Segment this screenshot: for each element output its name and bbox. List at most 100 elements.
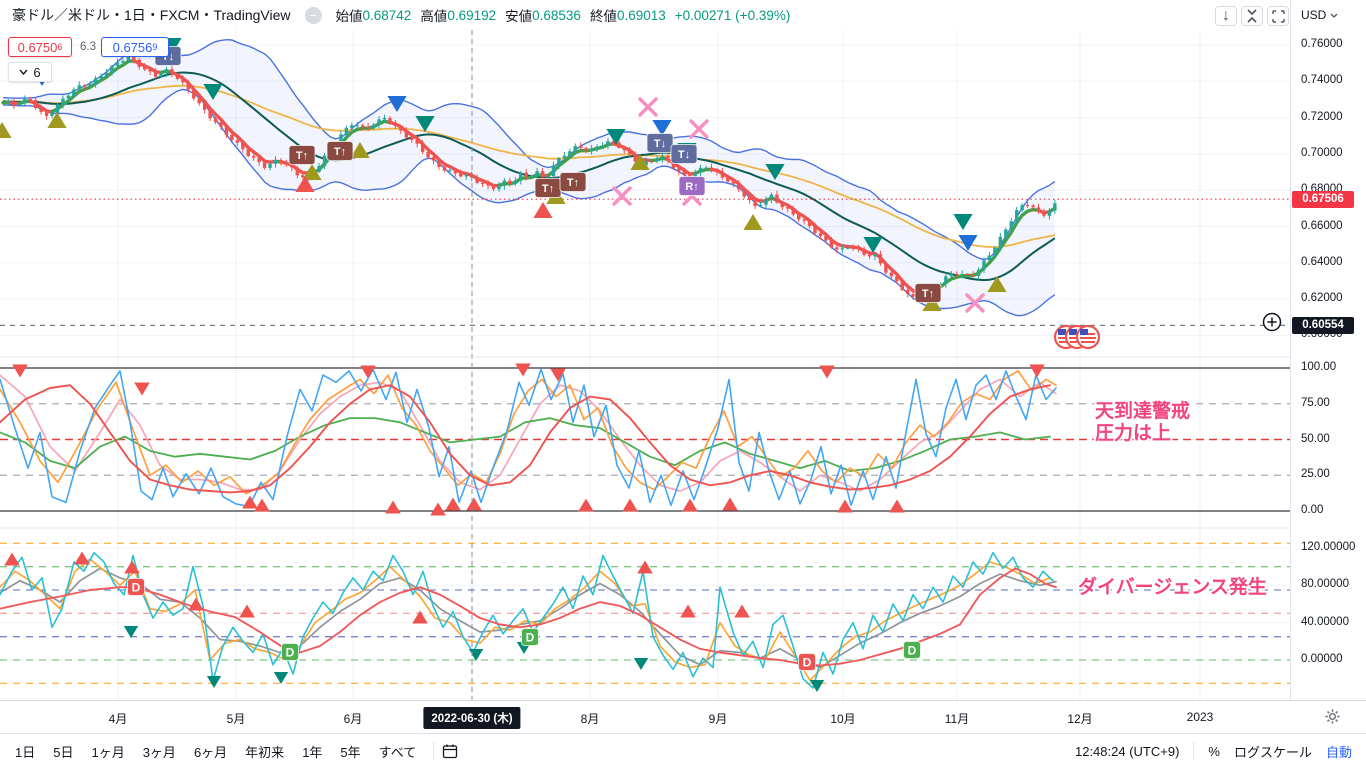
annotation-divergence-text: ダイバージェンス発生 <box>1078 577 1267 598</box>
collapsed-indicators-chip[interactable]: 6 <box>8 62 52 82</box>
annotation-overbought[interactable]: 天到達警戒 圧力は上 <box>1095 401 1190 445</box>
time-tick-label: 11月 <box>944 712 970 726</box>
time-tick-label: 10月 <box>830 712 856 726</box>
range-button-6ヶ月[interactable]: 6ヶ月 <box>193 744 228 760</box>
svg-text:T↑: T↑ <box>542 183 554 195</box>
percent-scale-button[interactable]: % <box>1208 743 1220 759</box>
range-button-5日[interactable]: 5日 <box>53 744 74 760</box>
ohlc-value: 0.69013 <box>616 7 666 23</box>
scroll-down-button[interactable]: ↓ <box>1215 6 1237 26</box>
ohlc-label: 終値 <box>589 9 617 24</box>
time-tick-label: 6月 <box>343 712 363 726</box>
svg-text:D: D <box>132 580 141 594</box>
axis-tick-label: 0.66000 <box>1301 219 1343 232</box>
toolbar-divider <box>433 742 435 760</box>
axis-tick-label: 0.00000 <box>1301 653 1343 665</box>
axis-tick-label: 0.62000 <box>1301 292 1343 305</box>
range-button-3ヶ月[interactable]: 3ヶ月 <box>142 744 176 760</box>
oscillator-pane-layer <box>0 367 1290 512</box>
annotation-divergence[interactable]: ダイバージェンス発生 <box>1078 577 1267 599</box>
collapse-icon <box>1247 9 1257 23</box>
bid-price-chip[interactable]: 0.6750 6 <box>8 37 72 57</box>
time-tick-label: 5月 <box>226 712 246 726</box>
svg-text:T↑: T↑ <box>567 177 579 189</box>
log-scale-button[interactable]: ログスケール <box>1233 744 1312 760</box>
time-scale[interactable]: 4月 5月 6月 8月 9月 10月 11月 12月 2023 2022-06-30 (木) <box>0 700 1366 733</box>
range-button-5年[interactable]: 5年 <box>340 744 361 760</box>
price-scale-currency[interactable]: USD <box>1301 8 1338 22</box>
svg-text:T↓: T↓ <box>678 149 690 161</box>
svg-text:T↓: T↓ <box>654 138 666 150</box>
chart-header: 豪ドル／米ドル・1日・FXCM・TradingView − 始値 0.68742 高… <box>0 0 1290 30</box>
ask-price-chip[interactable]: 0.6756 9 <box>101 37 169 57</box>
axis-tick-label: 0.76000 <box>1301 38 1343 50</box>
axis-tick-label: 0.00 <box>1301 504 1324 516</box>
range-button-すべて[interactable]: すべて <box>378 744 417 760</box>
add-alert-plus-icon <box>1262 312 1282 332</box>
svg-text:T↑: T↑ <box>296 150 308 162</box>
current-price-badge: 0.67506 <box>1292 190 1354 208</box>
fullscreen-button[interactable] <box>1267 6 1289 26</box>
range-button-1日[interactable]: 1日 <box>15 744 36 760</box>
oscillator-markers-layer <box>12 363 1045 516</box>
clock-label[interactable]: 12:48:24 (UTC+9) <box>1074 743 1180 759</box>
axis-tick-label: 100.00 <box>1301 361 1337 373</box>
svg-text:D: D <box>803 655 812 669</box>
axis-tick-label: 0.70000 <box>1301 146 1343 159</box>
time-tick-label: 2023 <box>1186 710 1214 724</box>
annotation-line1: 天到達警戒 <box>1095 401 1191 422</box>
fullscreen-icon <box>1271 9 1285 23</box>
ask-sup: 9 <box>152 42 158 52</box>
us-flag-event-icons <box>1053 324 1101 350</box>
svg-text:R↑: R↑ <box>685 181 698 193</box>
toolbar-divider <box>1193 742 1195 760</box>
bottom-toolbar: 1日 5日 1ヶ月 3ヶ月 6ヶ月 年初来 1年 5年 すべて 12:48:24 (UTC+9)… <box>0 733 1366 768</box>
svg-text:D: D <box>286 645 295 659</box>
range-button-1ヶ月[interactable]: 1ヶ月 <box>91 744 125 760</box>
axis-tick-label: 0.72000 <box>1301 110 1343 123</box>
time-tick-label: 8月 <box>580 712 600 726</box>
minimize-legend-icon[interactable]: − <box>304 6 322 24</box>
range-button-1年[interactable]: 1年 <box>302 744 323 760</box>
symbol-title[interactable]: 豪ドル／米ドル・1日・FXCM・TradingView <box>12 7 291 23</box>
svg-text:T↑: T↑ <box>922 288 934 300</box>
ohlc-label: 安値 <box>505 9 533 24</box>
ask-value: 0.6756 <box>112 39 153 55</box>
bid-value: 0.6750 <box>17 39 58 55</box>
ohlc-values: 始値 0.68742 高値 0.69192 安値 0.68536 終値 0.69013 +0.0… <box>336 5 791 25</box>
range-button-年初来[interactable]: 年初来 <box>245 744 285 760</box>
collapse-pane-button[interactable] <box>1241 6 1263 26</box>
axis-tick-label: 0.64000 <box>1301 255 1343 268</box>
currency-label: USD <box>1301 8 1327 22</box>
ohlc-value: 0.69192 <box>447 7 497 23</box>
svg-text:D: D <box>908 643 917 657</box>
svg-text:D: D <box>526 630 535 644</box>
axis-tick-label: 40.00000 <box>1301 615 1349 628</box>
bid-sup: 6 <box>57 42 63 52</box>
go-to-date-button[interactable] <box>442 743 458 759</box>
arrow-down-icon: ↓ <box>1222 7 1230 24</box>
crosshair-date-badge: 2022-06-30 (木) <box>423 707 521 729</box>
moving-averages-layer <box>2 71 1056 282</box>
ohlc-value: 0.68536 <box>532 7 581 23</box>
chevron-down-icon <box>1330 13 1338 18</box>
range-buttons: 1日 5日 1ヶ月 3ヶ月 6ヶ月 年初来 1年 5年 すべて <box>6 738 425 765</box>
axis-tick-label: 120.00000 <box>1301 541 1356 553</box>
ohlc-value: 0.68742 <box>362 7 412 23</box>
time-scale-settings-button[interactable] <box>1325 709 1340 729</box>
spread-label: 6.3 <box>80 41 96 53</box>
axis-tick-label: 25.00 <box>1301 468 1330 481</box>
gear-icon <box>1325 709 1340 724</box>
ohlc-label: 始値 <box>335 9 363 24</box>
annotation-line2: 圧力は上 <box>1095 423 1172 444</box>
crosshair-layer <box>0 30 1290 700</box>
axis-tick-label: 0.74000 <box>1301 74 1343 87</box>
auto-scale-button[interactable]: 自動 <box>1325 744 1352 760</box>
ohlc-label: 高値 <box>420 9 448 24</box>
price-scale[interactable]: USD 0.76000 0.74000 0.72000 0.70000 0.68000 0… <box>1290 0 1366 700</box>
axis-tick-label: 80.00000 <box>1301 578 1349 591</box>
axis-tick-label: 75.00 <box>1301 396 1330 409</box>
momentum-markers-layer: D D D D D <box>4 551 921 692</box>
collapsed-count: 6 <box>33 64 41 80</box>
